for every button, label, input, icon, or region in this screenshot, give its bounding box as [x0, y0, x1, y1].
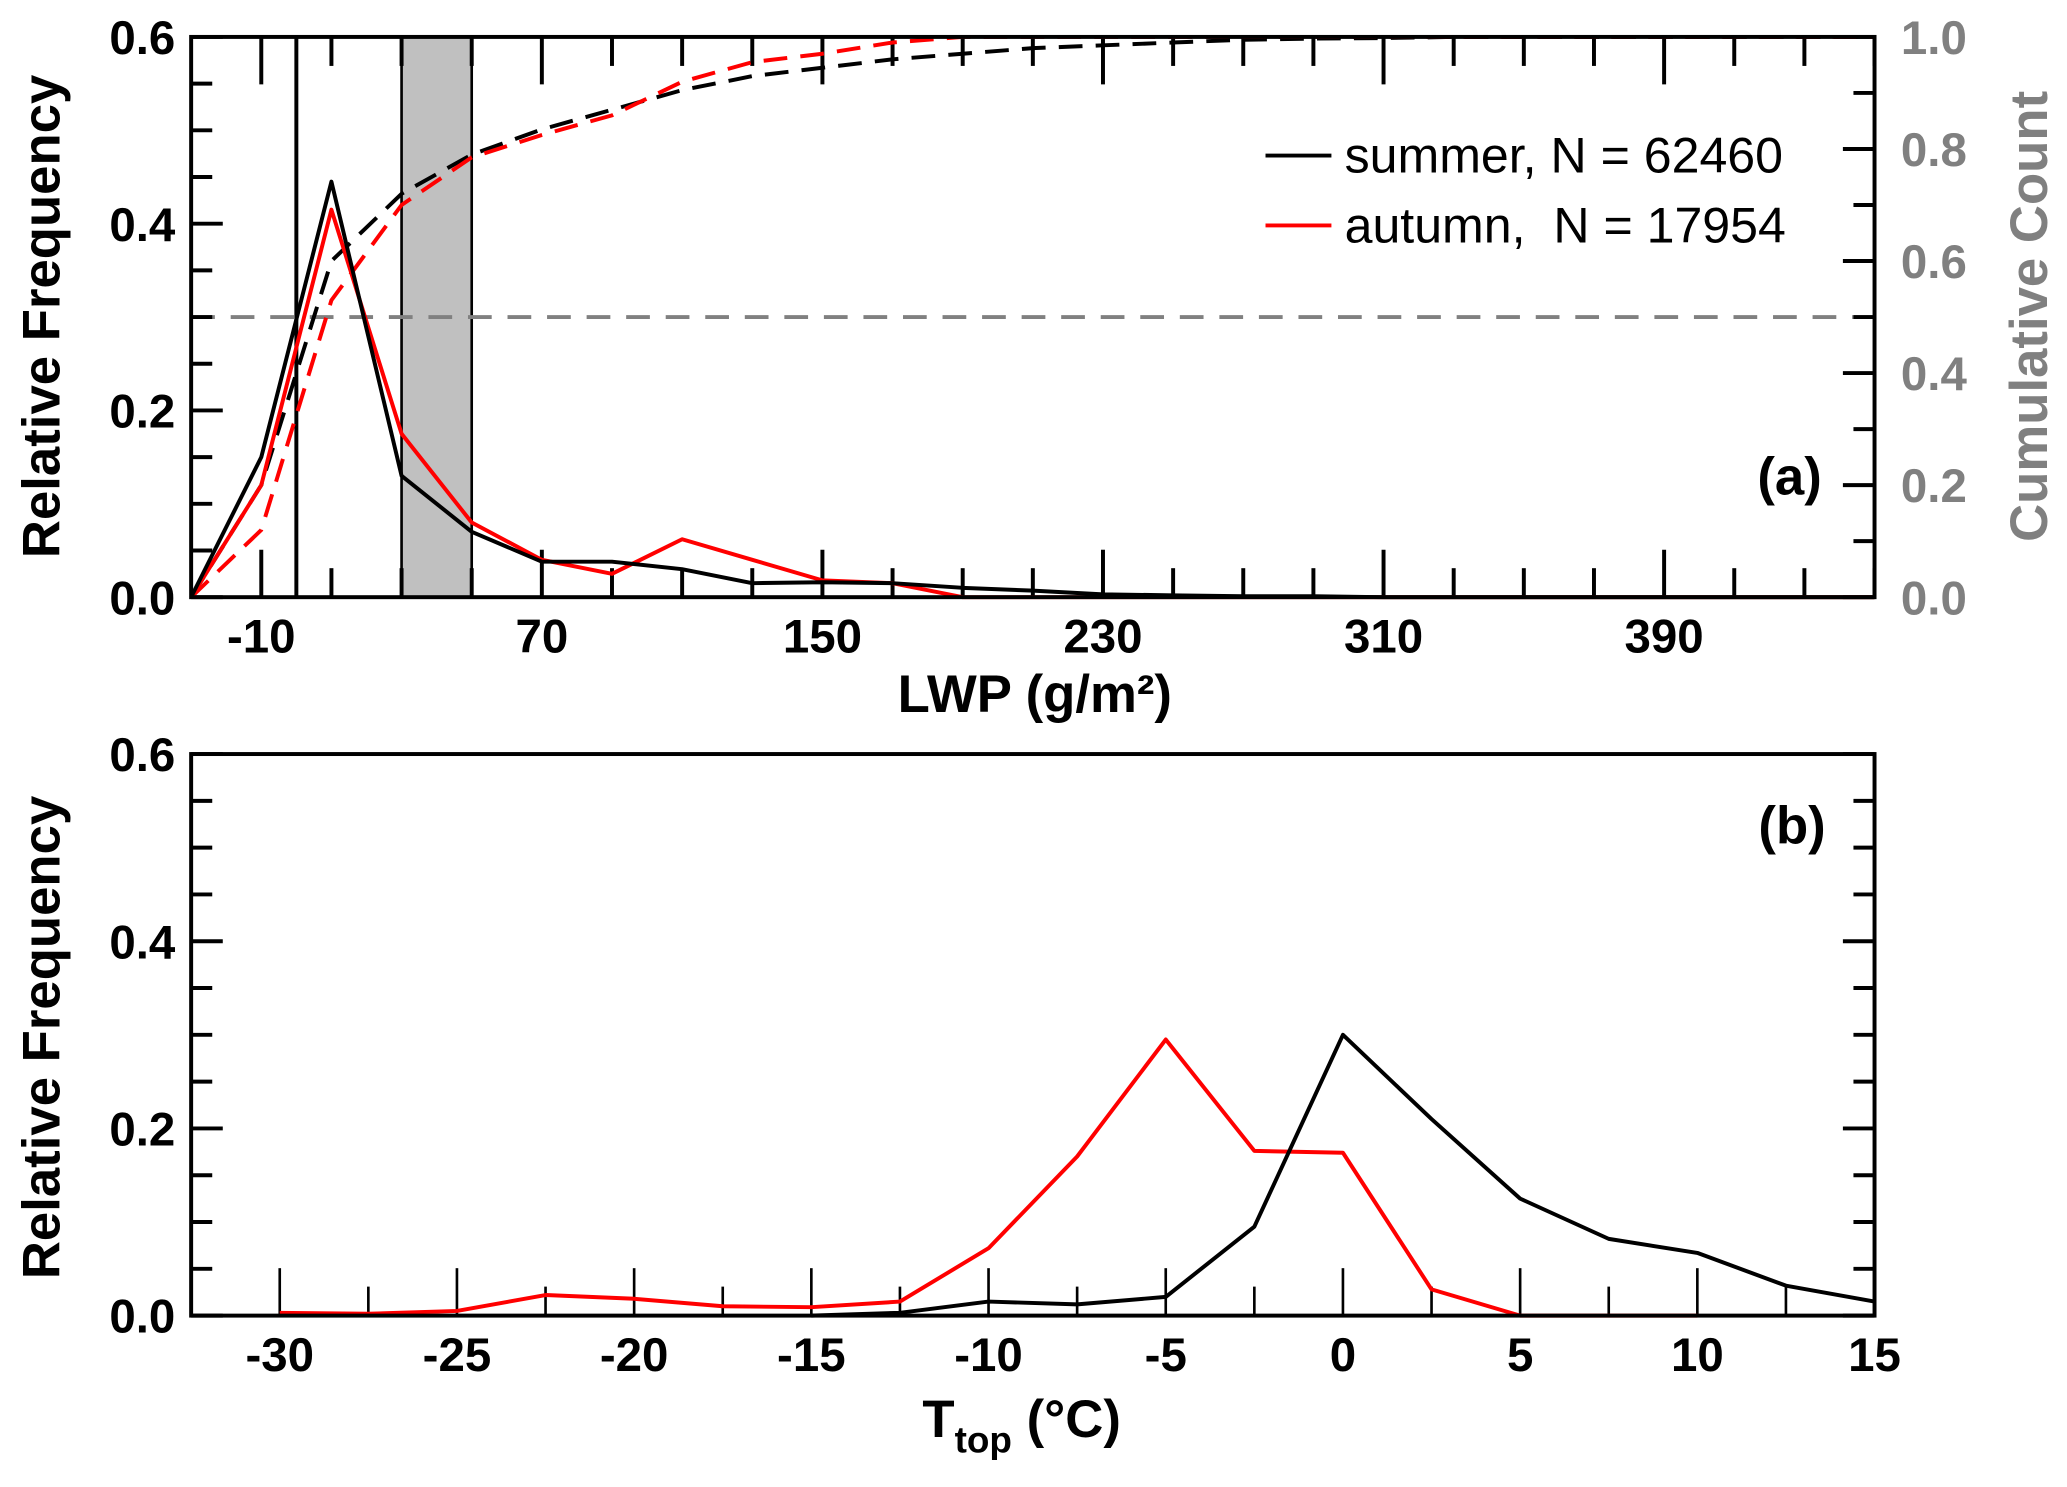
- y2-tick-label: 0.2: [1901, 460, 1967, 513]
- y-tick-label: 0.2: [109, 386, 175, 439]
- panel-b-xlabel: Ttop (°C): [922, 1390, 1121, 1461]
- x-tick-label: 5: [1507, 1329, 1533, 1382]
- y2-tick-label: 0.8: [1901, 124, 1967, 177]
- series-line-summer: [811, 1032, 1875, 1318]
- y-tick-label: 0.6: [109, 729, 175, 782]
- panel-a-y2label: Cumulative Count: [2000, 91, 2059, 542]
- y-tick-label: 0.4: [109, 199, 176, 252]
- plot-frame: [189, 752, 1877, 1318]
- x-tick-label: -30: [245, 1329, 314, 1382]
- panel-b: 0.0 0.2 0.4 0.6 -30 -25 -20 -15 -10 -5 0 5 10 15: [109, 729, 1901, 1382]
- y-tick-label: 0.4: [109, 916, 176, 969]
- y-tick-label: 0.0: [109, 1291, 175, 1344]
- x-tick-label: -10: [227, 611, 296, 664]
- x-tick-label: 310: [1344, 611, 1423, 664]
- x-tick-label: -5: [1145, 1329, 1187, 1382]
- x-tick-label: -20: [600, 1329, 669, 1382]
- xlabel-sub: top: [955, 1420, 1012, 1461]
- plot-frame: [189, 34, 1877, 600]
- x-tick-label: 150: [783, 611, 862, 664]
- y-tick-label: 0.2: [109, 1104, 175, 1157]
- y2-tick-label: 0.4: [1901, 348, 1968, 401]
- panel-a-label: (a): [1757, 447, 1821, 506]
- x-tick-label: 10: [1671, 1329, 1724, 1382]
- x-tick-label: 230: [1063, 611, 1142, 664]
- y2-tick-label: 0.0: [1901, 572, 1967, 625]
- y-tick-label: 0.0: [109, 572, 175, 625]
- x-tick-label: 390: [1625, 611, 1704, 664]
- panel-b-label: (b): [1758, 797, 1825, 856]
- x-tick-label: -25: [423, 1329, 492, 1382]
- panel-a: 0.0 0.2 0.4 0.6 0.0 0.2 0.4 0.6 0.8 1.0 -10 70 150 23…: [109, 12, 1967, 663]
- panel-a-ylabel: Relative Frequency: [12, 74, 71, 558]
- x-tick-label: 70: [515, 611, 568, 664]
- legend-label-autumn: autumn, N = 17954: [1345, 198, 1786, 254]
- y2-tick-label: 0.6: [1901, 236, 1967, 289]
- panel-a-xlabel: LWP (g/m²): [898, 665, 1172, 724]
- xlabel-main: T: [922, 1390, 954, 1449]
- legend-label-summer: summer, N = 62460: [1345, 128, 1783, 184]
- x-tick-label: 0: [1330, 1329, 1356, 1382]
- x-tick-label: -10: [954, 1329, 1023, 1382]
- legend: summer, N = 62460 autumn, N = 17954: [1265, 128, 1786, 254]
- y2-tick-label: 1.0: [1901, 12, 1967, 65]
- panel-b-ylabel: Relative Frequency: [12, 795, 71, 1279]
- xlabel-unit: (°C): [1012, 1390, 1121, 1449]
- series-line-autumn: [279, 1037, 1698, 1318]
- x-tick-label: 15: [1848, 1329, 1901, 1382]
- x-tick-label: -15: [777, 1329, 846, 1382]
- y-tick-label: 0.6: [109, 12, 175, 65]
